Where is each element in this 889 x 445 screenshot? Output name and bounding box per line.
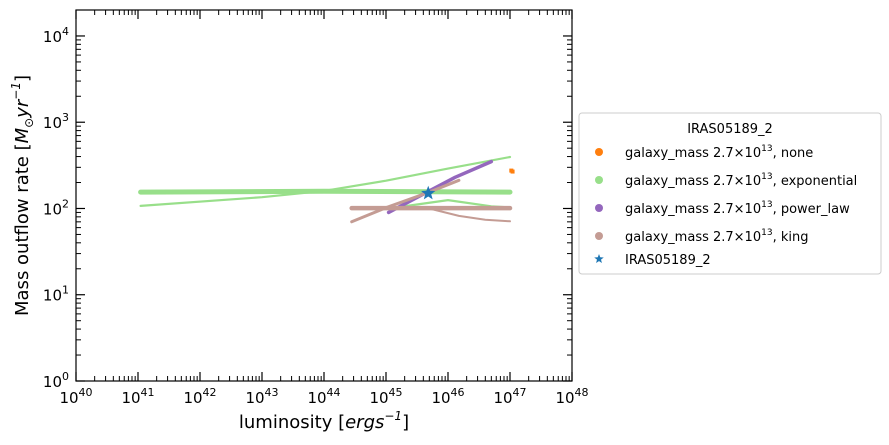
legend-entry: galaxy_mass 2.7×1013, power_law	[595, 200, 850, 217]
y-axis-title: Mass outflow rate [M⊙yr−1]	[9, 75, 36, 316]
legend-label: IRAS05189_2	[625, 253, 711, 268]
series-line-galaxy-mass-2-7-1013-king	[428, 207, 511, 223]
legend: IRAS05189_2 galaxy_mass 2.7×1013, nonega…	[578, 112, 882, 275]
plot-series-layer	[138, 155, 515, 224]
y-tick-label: 101	[43, 284, 69, 305]
x-axis-title-suffix: ]	[402, 412, 409, 433]
legend-label: galaxy_mass 2.7×1013, power_law	[625, 200, 850, 217]
y-axis-title-suffix: ]	[12, 75, 33, 82]
x-tick-label: 1040	[59, 386, 92, 407]
legend-dot-marker	[595, 148, 603, 156]
legend-label: galaxy_mass 2.7×1013, exponential	[625, 172, 857, 189]
y-axis-title-yr: yr	[12, 98, 33, 119]
legend-label: galaxy_mass 2.7×1013, none	[625, 144, 813, 161]
x-tick-label: 1045	[369, 386, 402, 407]
x-tick-label: 1042	[183, 386, 216, 407]
y-tick-label: 100	[43, 370, 69, 391]
legend-box	[578, 112, 882, 275]
y-axis-title-exponent: −1	[9, 82, 23, 100]
legend-dot-marker	[595, 232, 603, 240]
y-tick-label: 104	[43, 25, 69, 46]
y-tick-label: 102	[43, 197, 69, 218]
x-axis-title-prefix: luminosity [	[239, 412, 345, 433]
legend-star-marker	[594, 254, 604, 264]
x-tick-label: 1047	[493, 386, 526, 407]
x-axis: 1040 1041 1042 1043 1044 1045 1046 1047 1048	[59, 10, 589, 407]
legend-entry: IRAS05189_2	[594, 253, 711, 268]
series-line-galaxy-mass-2-7-1013-power-law	[386, 159, 494, 215]
plot-frame	[75, 9, 573, 382]
y-axis-title-m: M	[12, 127, 33, 143]
x-axis-title: luminosity [ergs−1]	[239, 409, 409, 433]
legend-dot-marker	[595, 176, 603, 184]
x-tick-label: 1041	[121, 386, 154, 407]
x-tick-label: 1043	[245, 386, 278, 407]
data-point-star	[421, 185, 436, 200]
legend-entry: galaxy_mass 2.7×1013, exponential	[595, 172, 857, 189]
series-point-galaxy-mass-2-7-1013-none	[510, 169, 515, 174]
legend-entry: galaxy_mass 2.7×1013, king	[595, 228, 808, 245]
y-axis-title-prefix: Mass outflow rate [	[12, 143, 33, 316]
x-tick-label: 1046	[431, 386, 464, 407]
y-tick-label: 103	[43, 111, 69, 132]
legend-title: IRAS05189_2	[687, 122, 773, 137]
x-tick-label: 1048	[555, 386, 588, 407]
legend-entry: galaxy_mass 2.7×1013, none	[595, 144, 813, 161]
legend-entries: galaxy_mass 2.7×1013, none galaxy_mass 2.…	[594, 144, 857, 268]
legend-dot-marker	[595, 204, 603, 212]
y-axis-title-sun-symbol: ⊙	[22, 118, 36, 128]
x-axis-title-exponent: −1	[384, 409, 402, 423]
legend-label: galaxy_mass 2.7×1013, king	[625, 228, 808, 245]
x-axis-title-unit: ergs	[345, 412, 384, 433]
x-tick-label: 1044	[307, 386, 340, 407]
series-line-galaxy-mass-2-7-1013-king	[350, 178, 461, 224]
series-line-galaxy-mass-2-7-1013-exponential	[139, 155, 512, 207]
y-axis: 100 101 102 103 104	[43, 9, 572, 391]
